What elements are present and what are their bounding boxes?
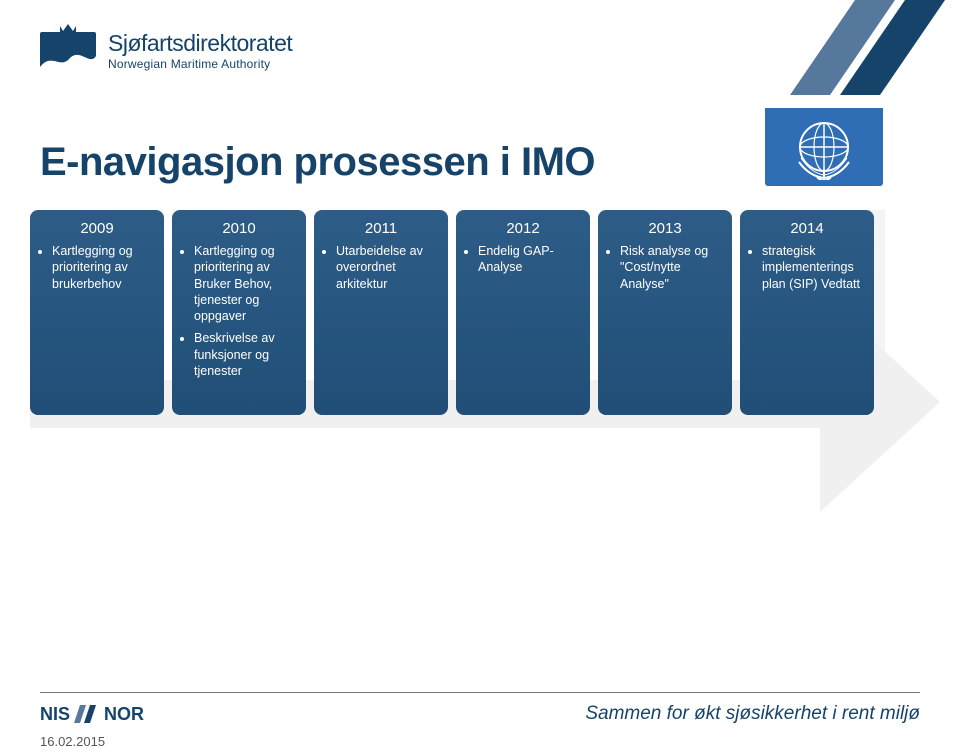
- timeline-bullet-list: Endelig GAP- Analyse: [466, 243, 580, 276]
- footer-tagline: Sammen for økt sjøsikkerhet i rent miljø: [585, 703, 920, 725]
- timeline-bullet: Risk analyse og "Cost/nytte Analyse": [620, 243, 722, 292]
- timeline-bullet-list: Risk analyse og "Cost/nytte Analyse": [608, 243, 722, 292]
- timeline: 2009 Kartlegging og prioritering av bruke…: [0, 210, 960, 490]
- timeline-bullet: Kartlegging og prioritering av brukerbeh…: [52, 243, 154, 292]
- timeline-year: 2014: [750, 220, 864, 237]
- org-logo-mark: [40, 22, 96, 78]
- org-name-line1: Sjøfartsdirektoratet: [108, 30, 292, 57]
- timeline-bullet: Utarbeidelse av overordnet arkitektur: [336, 243, 438, 292]
- imo-emblem-icon: [791, 114, 857, 180]
- nor-label: NOR: [104, 704, 144, 725]
- timeline-box-2011: 2011 Utarbeidelse av overordnet arkitektu…: [314, 210, 448, 415]
- imo-badge: [765, 108, 883, 186]
- org-logo-text: Sjøfartsdirektoratet Norwegian Maritime …: [108, 30, 292, 71]
- footer: NIS NOR Sammen for økt sjøsikkerhet i re…: [40, 692, 920, 725]
- page-title: E-navigasjon prosessen i IMO: [40, 140, 595, 185]
- slash-icon: [74, 705, 100, 723]
- top-slash-decoration: [760, 0, 960, 95]
- timeline-bullet-list: Utarbeidelse av overordnet arkitektur: [324, 243, 438, 292]
- timeline-bullet: strategisk implementerings plan (SIP) Ve…: [762, 243, 864, 292]
- timeline-year: 2010: [182, 220, 296, 237]
- timeline-bullet: Kartlegging og prioritering av Bruker Be…: [194, 243, 296, 324]
- timeline-year: 2009: [40, 220, 154, 237]
- timeline-year: 2011: [324, 220, 438, 237]
- timeline-box-2010: 2010 Kartlegging og prioritering av Bruke…: [172, 210, 306, 415]
- timeline-box-2009: 2009 Kartlegging og prioritering av bruke…: [30, 210, 164, 415]
- timeline-year: 2013: [608, 220, 722, 237]
- org-name-line2: Norwegian Maritime Authority: [108, 57, 292, 71]
- nis-label: NIS: [40, 704, 70, 725]
- timeline-box-2014: 2014 strategisk implementerings plan (SIP…: [740, 210, 874, 415]
- nis-nor-logo: NIS NOR: [40, 704, 144, 725]
- footer-date: 16.02.2015: [40, 734, 105, 749]
- timeline-bullet-list: Kartlegging og prioritering av brukerbeh…: [40, 243, 154, 292]
- header: Sjøfartsdirektoratet Norwegian Maritime …: [40, 22, 292, 78]
- timeline-bullet-list: Kartlegging og prioritering av Bruker Be…: [182, 243, 296, 379]
- timeline-box-2012: 2012 Endelig GAP- Analyse: [456, 210, 590, 415]
- timeline-box-2013: 2013 Risk analyse og "Cost/nytte Analyse": [598, 210, 732, 415]
- timeline-year: 2012: [466, 220, 580, 237]
- timeline-bullet-list: strategisk implementerings plan (SIP) Ve…: [750, 243, 864, 292]
- timeline-bullet: Endelig GAP- Analyse: [478, 243, 580, 276]
- timeline-bullet: Beskrivelse av funksjoner og tjenester: [194, 330, 296, 379]
- timeline-boxes: 2009 Kartlegging og prioritering av bruke…: [30, 210, 874, 415]
